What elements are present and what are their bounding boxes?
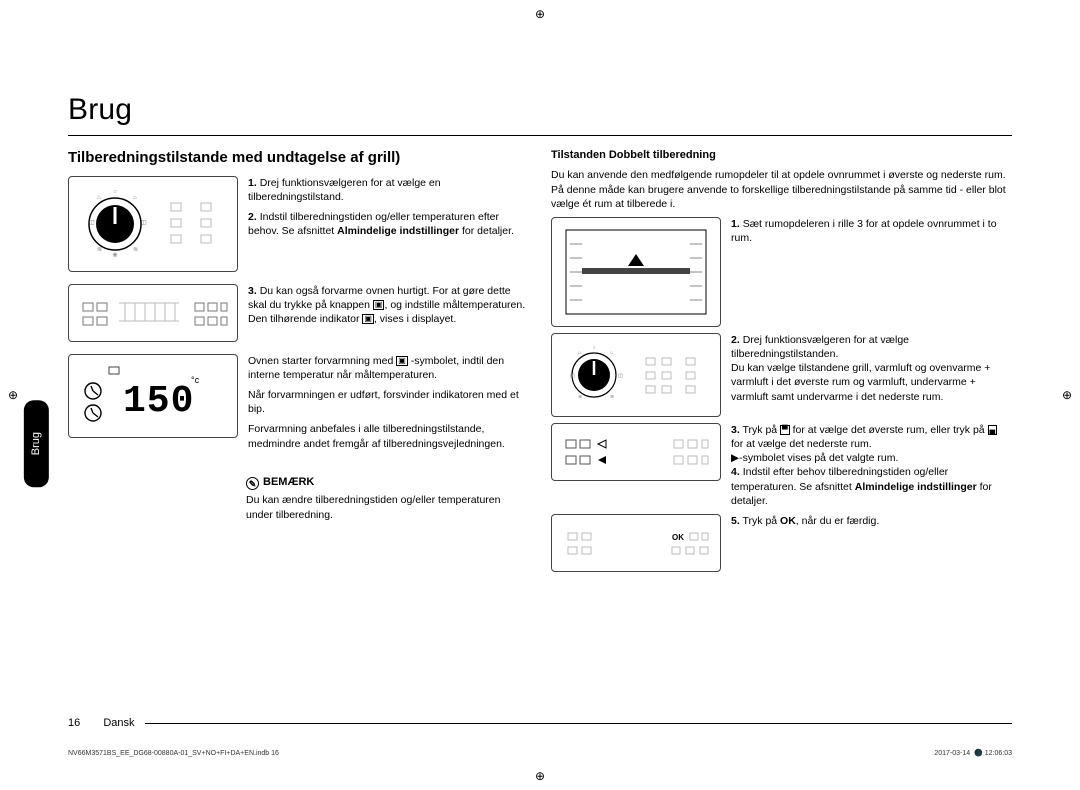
svg-text:❋: ❋ bbox=[112, 252, 117, 259]
svg-text:≋: ≋ bbox=[97, 247, 102, 253]
svg-text:⌂: ⌂ bbox=[133, 195, 137, 201]
svg-text:⌂: ⌂ bbox=[610, 350, 613, 356]
crop-mark-right: ⊕ bbox=[1062, 387, 1072, 403]
note-icon: ✎ bbox=[246, 477, 259, 490]
footer-date: 2017-03-14 bbox=[934, 750, 970, 757]
step1-text: Drej funktionsvælgeren for at vælge en t… bbox=[248, 177, 441, 203]
svg-text:°c: °c bbox=[191, 375, 200, 385]
r-step5-c: , når du er færdig. bbox=[796, 515, 879, 527]
step2-text-c: for detaljer. bbox=[459, 225, 514, 237]
right-heading: Tilstanden Dobbelt tilberedning bbox=[551, 148, 1012, 163]
svg-text:≋: ≋ bbox=[610, 394, 614, 400]
left-heading: Tilberedningstilstande med undtagelse af… bbox=[68, 148, 529, 168]
step2-text-b: Almindelige indstillinger bbox=[337, 225, 459, 237]
step3-num: 3. bbox=[248, 285, 257, 297]
r-step3-num: 3. bbox=[731, 424, 740, 436]
step2-num: 2. bbox=[248, 211, 257, 223]
page-lang: Dansk bbox=[103, 716, 134, 731]
r-step4-num: 4. bbox=[731, 466, 740, 478]
r-step1-num: 1. bbox=[731, 218, 740, 230]
side-tab: Brug bbox=[24, 400, 49, 487]
control-panel-1 bbox=[68, 284, 238, 342]
svg-text:○: ○ bbox=[592, 345, 595, 351]
svg-text:◫: ◫ bbox=[570, 373, 575, 379]
right-intro: Du kan anvende den medfølgende rumopdele… bbox=[551, 168, 1012, 211]
step3-c: , vises i displayet. bbox=[374, 313, 456, 325]
r-step1: Sæt rumopdeleren i rille 3 for at opdele… bbox=[731, 218, 997, 244]
svg-text:◫: ◫ bbox=[141, 220, 147, 226]
svg-text:⌂: ⌂ bbox=[97, 195, 101, 201]
footer-file: NV66M3571BS_EE_DG68-00880A-01_SV+NO+FI+D… bbox=[68, 749, 279, 758]
note-title: BEMÆRK bbox=[263, 476, 314, 488]
oven-divider-panel bbox=[551, 217, 721, 327]
control-panel-3 bbox=[551, 423, 721, 481]
r-step2b: Du kan vælge tilstandene grill, varmluft… bbox=[731, 361, 1012, 404]
rapid-button-icon: ▣ bbox=[373, 300, 385, 310]
crop-mark-top: ⊕ bbox=[535, 6, 545, 22]
svg-text:◫: ◫ bbox=[618, 373, 623, 379]
svg-text:○: ○ bbox=[113, 189, 117, 195]
note-body: Du kan ændre tilberedningstiden og/eller… bbox=[246, 493, 529, 521]
svg-text:≋: ≋ bbox=[133, 247, 138, 253]
r-step2: Drej funktionsvælgeren for at vælge tilb… bbox=[731, 334, 909, 360]
svg-text:150: 150 bbox=[123, 380, 194, 423]
footer-rule bbox=[145, 723, 1013, 724]
svg-text:◫: ◫ bbox=[89, 220, 95, 226]
page-footer: 16 Dansk NV66M3571BS_EE_DG68-00880A-01_S… bbox=[68, 716, 1012, 758]
upper-compartment-icon: ▀ bbox=[780, 425, 790, 435]
r-step2-num: 2. bbox=[731, 334, 740, 346]
r-step5-num: 5. bbox=[731, 515, 740, 527]
page-content: Brug Brug Tilberedningstilstande med und… bbox=[68, 90, 1012, 750]
preheat-symbol-icon: ▣ bbox=[396, 356, 408, 366]
footer-time: 12:06:03 bbox=[985, 750, 1012, 757]
lower-compartment-icon: ▄ bbox=[988, 425, 998, 435]
r-step3-d: ▶-symbolet vises på det valgte rum. bbox=[731, 451, 1012, 465]
preheat-a: Ovnen starter forvarmning med bbox=[248, 355, 396, 367]
knob-panel-2: ○ ⌂ ⌂ ◫ ◫ ≋ ≋ bbox=[551, 333, 721, 417]
crop-mark-left: ⊕ bbox=[8, 387, 18, 403]
preheat-d: Forvarmning anbefales i alle tilberednin… bbox=[248, 422, 529, 450]
r-step3-a: Tryk på bbox=[743, 424, 781, 436]
step1-num: 1. bbox=[248, 177, 257, 189]
control-panel-ok: OK bbox=[551, 514, 721, 572]
svg-text:⌂: ⌂ bbox=[578, 350, 581, 356]
rapid-indicator-icon: ▣ bbox=[362, 314, 374, 324]
left-column: Tilberedningstilstande med undtagelse af… bbox=[68, 148, 529, 578]
r-step3-b: for at vælge det øverste rum, eller tryk… bbox=[790, 424, 988, 436]
svg-text:≋: ≋ bbox=[578, 394, 582, 400]
r-step5-a: Tryk på bbox=[743, 515, 781, 527]
svg-text:OK: OK bbox=[672, 533, 684, 542]
r-step5-b: OK bbox=[780, 515, 796, 527]
r-step3-c: for at vælge det nederste rum. bbox=[731, 438, 872, 450]
title-rule bbox=[68, 135, 1012, 136]
page-title: Brug bbox=[68, 90, 1012, 131]
knob-panel: ○ ⌂ ⌂ ◫ ◫ ≋ ≋ ❋ bbox=[68, 176, 238, 272]
preheat-c: Når forvarmningen er udført, forsvinder … bbox=[248, 388, 529, 416]
page-number: 16 bbox=[68, 716, 80, 731]
r-step4-b: Almindelige indstillinger bbox=[855, 481, 977, 493]
display-panel: 150 °c bbox=[68, 354, 238, 438]
crop-mark-bottom: ⊕ bbox=[535, 768, 545, 784]
footer-time-icon: 🌑 bbox=[974, 750, 983, 757]
right-column: Tilstanden Dobbelt tilberedning Du kan a… bbox=[551, 148, 1012, 578]
